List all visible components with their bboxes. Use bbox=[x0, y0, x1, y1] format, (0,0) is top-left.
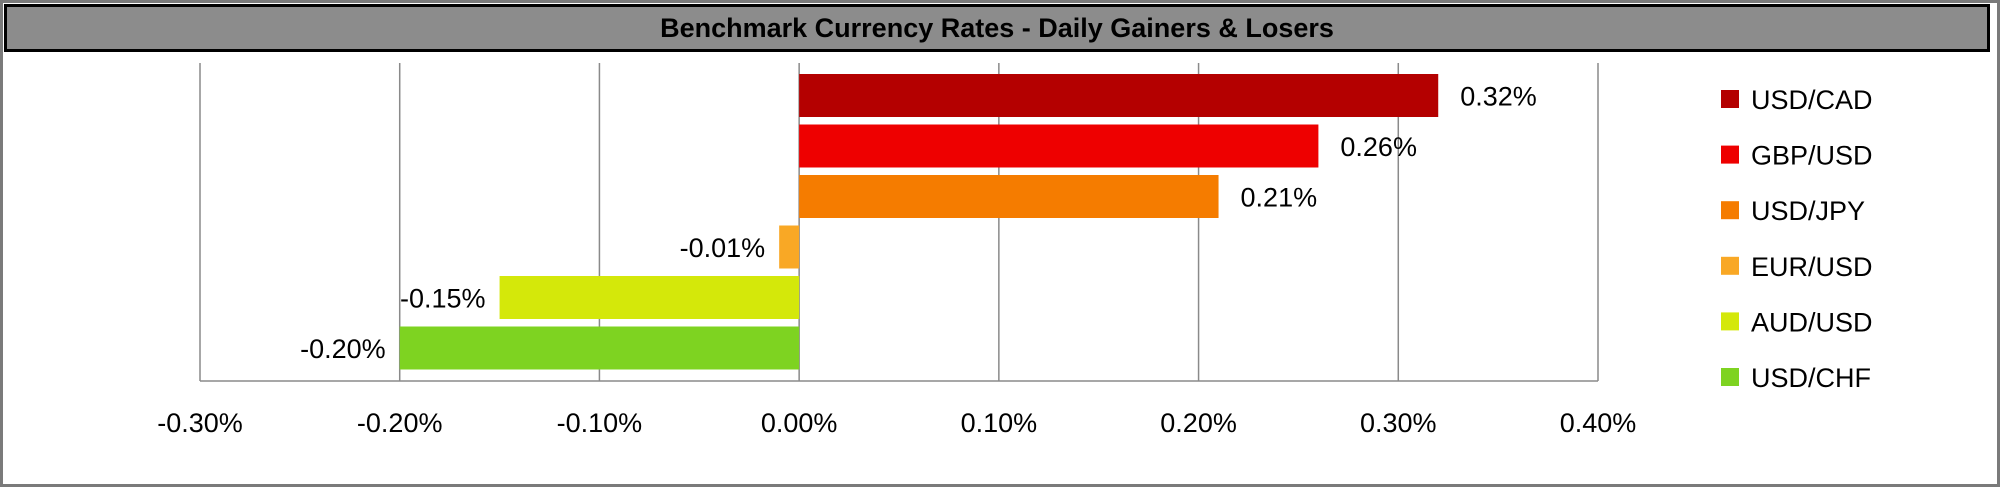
legend-swatch-0 bbox=[1721, 90, 1739, 108]
data-label-aud-usd: -0.15% bbox=[400, 284, 486, 314]
x-tick-label-3: 0.00% bbox=[761, 408, 838, 438]
bar-gbp-usd bbox=[799, 124, 1319, 168]
bar-usd-chf bbox=[399, 326, 800, 370]
x-tick-label-4: 0.10% bbox=[961, 408, 1038, 438]
legend-label-4: AUD/USD bbox=[1751, 307, 1873, 337]
data-labels: 0.32% 0.26% 0.21% -0.01% -0.15% -0.20% bbox=[300, 82, 1537, 365]
chart-title: Benchmark Currency Rates - Daily Gainers… bbox=[660, 12, 1334, 43]
data-label-eur-usd: -0.01% bbox=[680, 233, 766, 263]
legend-label-2: USD/JPY bbox=[1751, 196, 1865, 226]
bars bbox=[399, 74, 1439, 370]
legend-swatch-1 bbox=[1721, 145, 1739, 164]
legend: USD/CAD GBP/USD USD/JPY EUR/USD AUD/USD USD/C… bbox=[1721, 85, 1873, 393]
data-label-usd-jpy: 0.21% bbox=[1241, 183, 1318, 213]
legend-label-0: USD/CAD bbox=[1751, 85, 1873, 115]
chart-title-bar: Benchmark Currency Rates - Daily Gainers… bbox=[4, 4, 1990, 52]
legend-label-3: EUR/USD bbox=[1751, 252, 1873, 282]
x-axis-tick-labels: -0.30% -0.20% -0.10% 0.00% 0.10% 0.20% 0.30% 0.… bbox=[157, 408, 1636, 438]
legend-swatch-2 bbox=[1721, 201, 1739, 220]
bar-eur-usd bbox=[779, 225, 800, 269]
x-tick-label-2: -0.10% bbox=[557, 408, 643, 438]
x-tick-label-1: -0.20% bbox=[357, 408, 443, 438]
legend-label-1: GBP/USD bbox=[1751, 141, 1873, 171]
legend-swatch-3 bbox=[1721, 256, 1739, 275]
legend-swatch-5 bbox=[1721, 368, 1739, 386]
bar-usd-jpy bbox=[799, 175, 1219, 218]
data-label-gbp-usd: 0.26% bbox=[1340, 132, 1417, 162]
legend-swatch-4 bbox=[1721, 312, 1739, 331]
x-tick-label-5: 0.20% bbox=[1160, 408, 1237, 438]
data-label-usd-cad: 0.32% bbox=[1460, 82, 1537, 112]
gridlines bbox=[199, 63, 1599, 382]
bar-aud-usd bbox=[499, 276, 800, 319]
bar-usd-cad bbox=[799, 74, 1439, 117]
legend-label-5: USD/CHF bbox=[1751, 363, 1871, 393]
x-tick-label-6: 0.30% bbox=[1360, 408, 1437, 438]
x-tick-label-7: 0.40% bbox=[1560, 408, 1637, 438]
data-label-usd-chf: -0.20% bbox=[300, 334, 386, 364]
x-tick-label-0: -0.30% bbox=[157, 408, 243, 438]
bar-chart: 0.32% 0.26% 0.21% -0.01% -0.15% -0.20% -0.30%… bbox=[157, 63, 1873, 438]
